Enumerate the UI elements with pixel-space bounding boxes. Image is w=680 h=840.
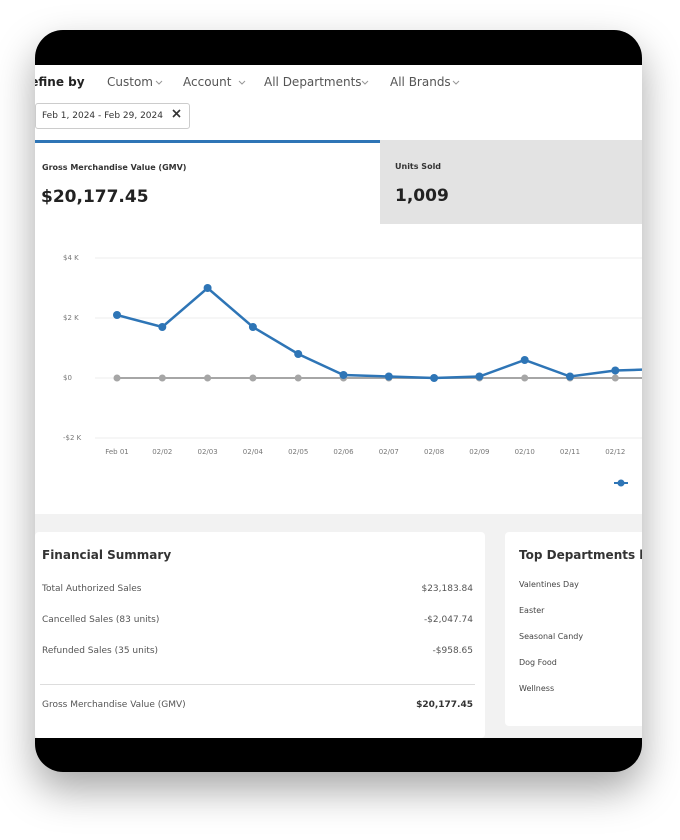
tab-label: Gross Merchandise Value (GMV) — [42, 163, 187, 172]
point — [158, 323, 167, 331]
x-tick-label: 02/08 — [424, 448, 444, 456]
point — [611, 374, 619, 382]
point — [158, 374, 166, 382]
row-label: Refunded Sales (35 units) — [42, 646, 159, 656]
legend-marker — [617, 479, 625, 487]
date-chip[interactable]: Feb 1, 2024 - Feb 29, 2024 — [35, 103, 190, 129]
point — [521, 374, 529, 382]
point — [566, 372, 574, 381]
point — [294, 350, 303, 358]
x-tick-label: 02/02 — [152, 448, 172, 456]
row-value: -$958.65 — [432, 646, 473, 656]
financial-summary: Financial Summary Total Authorized Sales… — [35, 532, 485, 738]
x-tick-label: 02/11 — [560, 448, 580, 456]
refine-label: Refine by — [35, 75, 85, 89]
top-departments: Top Departments by Valentines Day Easter S… — [505, 532, 642, 726]
y-tick-label: $4 K — [63, 254, 79, 262]
chevron — [155, 80, 460, 85]
row-value: -$2,047.74 — [423, 615, 473, 625]
total-label: Gross Merchandise Value (GMV) — [42, 700, 186, 710]
x-tick-label: Feb 01 — [105, 448, 129, 456]
point — [294, 374, 302, 382]
card-title: Top Departments by — [519, 548, 642, 562]
x-tick-label: 02/05 — [288, 448, 308, 456]
x-tick-label: 02/07 — [379, 448, 399, 456]
x-tick-label: 02/04 — [243, 448, 264, 456]
filter-brands[interactable]: All Brands — [390, 75, 451, 89]
filter-departments[interactable]: All Departments — [264, 75, 362, 89]
point — [430, 374, 439, 382]
x-tick-label: 02/03 — [198, 448, 218, 456]
point — [249, 374, 257, 382]
filter-bar: Refine by Custom Account All Departments… — [35, 65, 642, 141]
row-label: Cancelled Sales (83 units) — [42, 615, 160, 625]
x-tick-label: 02/09 — [469, 448, 489, 456]
point — [520, 356, 529, 364]
department[interactable]: Valentines Day — [519, 580, 579, 589]
row-value: $23,183.84 — [421, 584, 473, 594]
department[interactable]: Dog Food — [519, 658, 557, 667]
chart-panel: $4 K $2 K $0 -$2 K Feb 01 02/02 02/03 02/04 02/0… — [35, 224, 642, 514]
tab-value: 1,009 — [395, 186, 449, 206]
series-line — [116, 286, 642, 380]
department[interactable]: Wellness — [519, 684, 555, 693]
tab-gmv[interactable]: Gross Merchandise Value (GMV) $20,177.45 — [35, 140, 380, 224]
card-title: Financial Summary — [42, 548, 172, 562]
x-tick-label: 02/10 — [515, 448, 535, 456]
point — [611, 366, 620, 375]
y-tick-label: $2 K — [63, 314, 79, 322]
total-value: $20,177.45 — [416, 700, 473, 710]
y-tick-label: $0 — [63, 374, 72, 382]
tab-units[interactable]: Units Sold 1,009 — [380, 140, 642, 224]
department[interactable]: Seasonal Candy — [519, 632, 584, 641]
date-range: Feb 1, 2024 - Feb 29, 2024 — [42, 111, 163, 121]
point — [113, 374, 121, 382]
point — [203, 284, 212, 292]
divider — [40, 684, 475, 685]
point — [113, 311, 121, 319]
point — [384, 372, 393, 381]
tab-label: Units Sold — [395, 162, 442, 171]
filter-custom[interactable]: Custom — [107, 75, 153, 89]
x-tick-label: 02/06 — [333, 448, 354, 456]
screen: Refine by Custom Account All Departments… — [35, 30, 642, 772]
point — [475, 372, 484, 381]
tab-value: $20,177.45 — [41, 187, 149, 207]
department[interactable]: Easter — [519, 606, 545, 615]
filter-account[interactable]: Account — [183, 75, 232, 89]
close-icon[interactable] — [172, 109, 181, 118]
point — [339, 371, 348, 379]
chart: $4 K $2 K $0 -$2 K Feb 01 02/02 02/03 02/04 02/0… — [63, 254, 642, 487]
row-label: Total Authorized Sales — [42, 584, 142, 594]
point — [248, 323, 257, 331]
chevrons — [155, 80, 460, 85]
bottom-bezel — [35, 738, 642, 772]
y-tick-label: -$2 K — [63, 434, 82, 442]
top-bezel — [35, 30, 642, 65]
point — [204, 374, 212, 382]
x-tick-label: 02/12 — [605, 448, 625, 456]
